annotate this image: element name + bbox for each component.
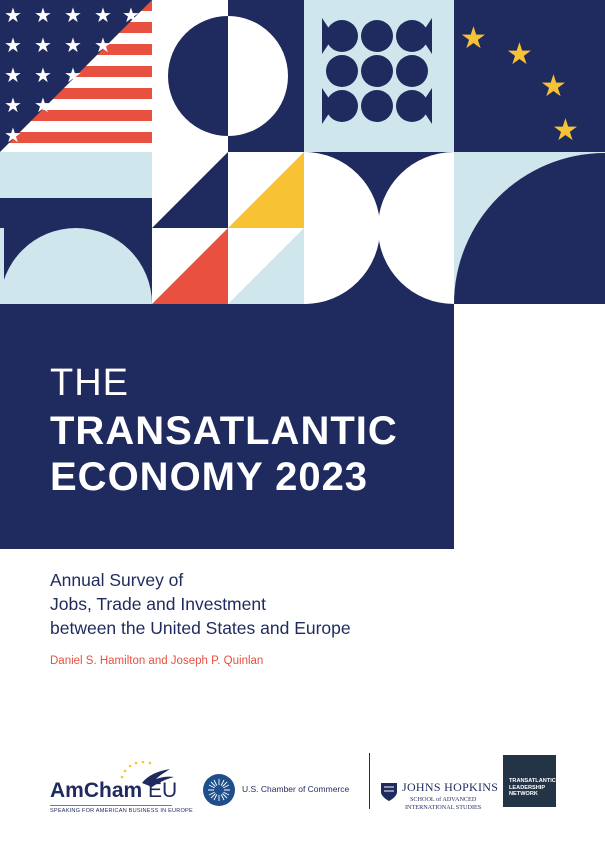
amcham-name: AmCham: [50, 779, 143, 802]
jhu-shield-icon: [381, 783, 397, 801]
page-title: TRANSATLANTIC ECONOMY 2023: [50, 408, 398, 500]
jhu-subtitle-line-2: INTERNATIONAL STUDIES: [405, 804, 482, 811]
logo-divider: [369, 753, 370, 809]
tln-line-1: TRANSATLANTIC: [509, 778, 556, 784]
svg-text:★: ★: [552, 113, 579, 148]
triangle-tile: [152, 152, 304, 304]
svg-text:★: ★: [4, 63, 22, 87]
svg-text:★: ★: [34, 93, 52, 117]
title-line-1: TRANSATLANTIC: [50, 409, 398, 453]
svg-text:★: ★: [34, 3, 52, 27]
eu-stars-tile: ★ ★ ★ ★: [454, 0, 605, 152]
semicircle-tile: [0, 152, 152, 304]
svg-text:★: ★: [64, 63, 82, 87]
svg-text:★: ★: [94, 3, 112, 27]
subtitle-line-1: Annual Survey of: [50, 570, 184, 590]
partner-logos: AmCham EU SPEAKING FOR AMERICAN BUSINESS…: [0, 745, 605, 825]
amcham-wordmark: AmCham EU: [50, 779, 177, 803]
svg-text:★: ★: [122, 3, 140, 27]
us-chamber-emblem-icon: [203, 774, 235, 806]
subtitle-line-3: between the United States and Europe: [50, 618, 351, 638]
half-circle-tile: [152, 0, 304, 152]
flag-stars: ★ ★ ★ ★ ★ ★ ★ ★ ★ ★ ★ ★ ★ ★ ★: [4, 3, 140, 147]
jhu-subtitle-line-1: SCHOOL of ADVANCED: [409, 796, 477, 803]
tln-line-2: LEADERSHIP: [509, 784, 546, 791]
jhu-name: JOHNS HOPKINS: [402, 780, 499, 794]
us-flag-tile: ★ ★ ★ ★ ★ ★ ★ ★ ★ ★ ★ ★ ★ ★ ★: [0, 0, 152, 152]
us-chamber-name: U.S. Chamber of Commerce: [242, 784, 350, 794]
authors: Daniel S. Hamilton and Joseph P. Quinlan: [50, 655, 264, 667]
svg-text:★: ★: [34, 63, 52, 87]
cover-mosaic: ★ ★ ★ ★ ★ ★ ★ ★ ★ ★ ★ ★ ★ ★ ★: [0, 0, 605, 304]
svg-text:★: ★: [4, 3, 22, 27]
subtitle: Annual Survey of Jobs, Trade and Investm…: [50, 568, 351, 640]
subtitle-line-2: Jobs, Trade and Investment: [50, 594, 266, 614]
jhu-subtitle: SCHOOL of ADVANCED INTERNATIONAL STUDIES: [405, 796, 481, 812]
tln-line-3: NETWORK: [509, 791, 538, 797]
arc-tile: [304, 152, 454, 304]
title-block: THE TRANSATLANTIC ECONOMY 2023: [0, 304, 454, 549]
quarter-circle-tile: [454, 152, 605, 304]
title-line-2: ECONOMY 2023: [50, 455, 369, 499]
amcham-suffix: EU: [148, 779, 178, 802]
eagle-stars-icon: [120, 761, 174, 787]
tln-wordmark: TRANSATLANTIC LEADERSHIP NETWORK: [509, 778, 556, 798]
svg-text:★: ★: [540, 69, 567, 104]
svg-text:★: ★: [34, 33, 52, 57]
svg-text:★: ★: [64, 33, 82, 57]
amcham-tagline: SPEAKING FOR AMERICAN BUSINESS IN EUROPE: [50, 808, 193, 814]
svg-text:★: ★: [506, 37, 533, 72]
amcham-eu-logo: AmCham EU SPEAKING FOR AMERICAN BUSINESS…: [50, 761, 193, 821]
svg-text:★: ★: [64, 3, 82, 27]
title-prefix: THE: [50, 362, 129, 404]
svg-text:★: ★: [4, 93, 22, 117]
svg-text:★: ★: [94, 33, 112, 57]
circle-pattern-tile: [304, 0, 454, 152]
svg-text:★: ★: [460, 21, 487, 56]
svg-text:★: ★: [4, 123, 22, 147]
amcham-underline: [50, 805, 172, 806]
tln-logo: TRANSATLANTIC LEADERSHIP NETWORK: [503, 755, 556, 807]
svg-text:★: ★: [4, 33, 22, 57]
